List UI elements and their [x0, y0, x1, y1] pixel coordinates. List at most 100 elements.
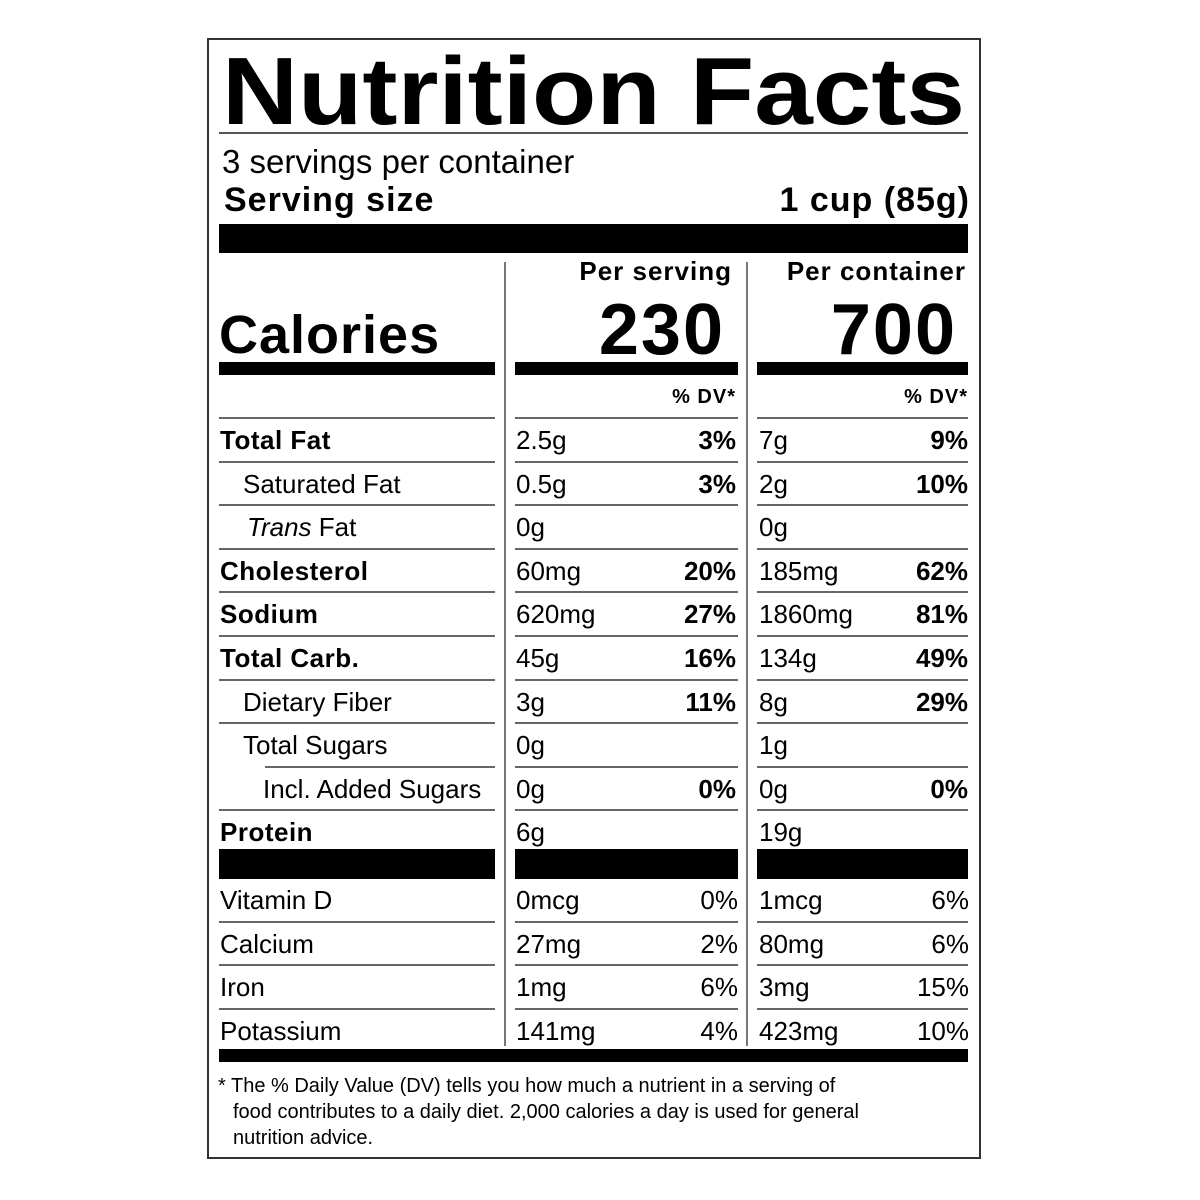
container-dv: 10%: [916, 1015, 969, 1046]
serving-amount: 27mg: [516, 928, 582, 959]
row-divider: [219, 635, 495, 637]
row-divider: [757, 809, 968, 811]
container-amount: 2g: [759, 468, 788, 499]
nutrient-name: Cholesterol: [220, 558, 369, 584]
row-divider: [219, 809, 495, 811]
row-divider: [757, 766, 968, 768]
nutrient-name-text: Cholesterol: [220, 555, 369, 586]
vitamin-name: Iron: [220, 972, 265, 1002]
thick-divider: [757, 849, 968, 879]
container-dv: 49%: [915, 643, 968, 673]
container-amount: 0g: [759, 512, 788, 543]
serving-dv: 3%: [698, 468, 736, 499]
serving-amount: 45g: [516, 643, 560, 673]
nutrient-name-text: Total Sugars: [243, 730, 388, 761]
nutrient-name: Total Carb.: [220, 645, 359, 671]
row-divider: [515, 722, 738, 724]
row-divider: [757, 461, 968, 463]
serving-dv: 16%: [683, 643, 736, 673]
calories-label: Calories: [219, 305, 441, 365]
row-divider: [219, 591, 495, 593]
serving-amount: 1mg: [516, 972, 567, 1002]
row-divider: [515, 964, 738, 966]
row-divider: [219, 722, 495, 724]
serving-amount: 0g: [516, 512, 545, 543]
row-divider: [219, 921, 495, 923]
divider: [219, 132, 968, 134]
nutrient-name: Protein: [220, 819, 313, 845]
thick-divider: [219, 224, 968, 253]
row-divider: [219, 548, 495, 550]
serving-dv: 20%: [683, 555, 736, 586]
nutrient-name-text: Total Fat: [220, 425, 331, 455]
container-amount: 1g: [759, 730, 788, 761]
row-divider: [219, 461, 495, 463]
servings-per-container: 3 servings per container: [222, 143, 575, 180]
row-divider: [219, 964, 495, 966]
vitamin-name: Vitamin D: [220, 885, 333, 915]
calories-per-serving: 230: [598, 290, 725, 370]
serving-amount: 0mcg: [516, 885, 580, 915]
row-divider: [757, 504, 968, 506]
per-serving-header: Per serving: [579, 256, 732, 286]
container-dv: 6%: [931, 885, 969, 915]
dv-header: % DV*: [904, 386, 968, 408]
nutrient-name: Incl. Added Sugars: [263, 776, 481, 802]
nutrient-name-text: Saturated Fat: [243, 468, 401, 499]
footnote-line: nutrition advice.: [233, 1127, 374, 1149]
container-amount: 185mg: [759, 555, 839, 586]
nutrient-name: Saturated Fat: [243, 471, 401, 497]
serving-dv: 0%: [700, 885, 738, 915]
container-dv: 6%: [931, 928, 969, 959]
calories-per-container: 700: [830, 290, 957, 370]
row-divider: [515, 1008, 738, 1010]
dv-header: % DV*: [672, 386, 736, 408]
row-divider: [757, 679, 968, 681]
thick-divider: [219, 1049, 968, 1062]
calories-bar: [515, 362, 738, 375]
serving-amount: 2.5g: [516, 425, 567, 455]
row-divider: [757, 1008, 968, 1010]
vitamin-name: Calcium: [220, 928, 314, 959]
row-divider: [515, 766, 738, 768]
column-divider: [504, 262, 506, 1046]
container-amount: 80mg: [759, 928, 825, 959]
nutrient-name-text: Trans: [247, 512, 312, 543]
serving-dv: 27%: [683, 599, 736, 630]
serving-dv: 2%: [700, 928, 738, 959]
nutrient-name-suffix: Fat: [311, 512, 357, 543]
container-amount: 3mg: [759, 972, 810, 1002]
row-divider: [515, 921, 738, 923]
serving-dv: 3%: [698, 425, 736, 455]
row-divider: [265, 766, 495, 768]
row-divider: [757, 964, 968, 966]
row-divider: [219, 504, 495, 506]
row-divider: [757, 417, 968, 419]
serving-amount: 3g: [516, 686, 545, 717]
thick-divider: [219, 849, 495, 879]
container-dv: 9%: [930, 425, 968, 455]
row-divider: [515, 679, 738, 681]
serving-amount: 6g: [516, 817, 545, 848]
nutrient-name-text: Incl. Added Sugars: [263, 773, 482, 804]
nutrient-name-text: Sodium: [220, 599, 319, 630]
container-amount: 134g: [759, 643, 817, 673]
row-divider: [515, 591, 738, 593]
nutrient-name-text: Total Carb.: [220, 643, 360, 673]
label-title: Nutrition Facts: [222, 52, 965, 130]
nutrient-name: Dietary Fiber: [243, 689, 392, 715]
calories-bar: [219, 362, 495, 375]
row-divider: [757, 591, 968, 593]
row-divider: [515, 809, 738, 811]
footnote-line: food contributes to a daily diet. 2,000 …: [233, 1101, 859, 1123]
container-amount: 0g: [759, 773, 788, 804]
nutrient-name: Trans Fat: [247, 514, 356, 540]
container-dv: 81%: [915, 599, 968, 630]
vitamin-name: Potassium: [220, 1015, 342, 1046]
svg-text:Nutrition Facts: Nutrition Facts: [222, 52, 965, 130]
serving-dv: 4%: [700, 1015, 738, 1046]
serving-amount: 60mg: [516, 555, 582, 586]
container-amount: 19g: [759, 817, 803, 848]
nutrient-name: Sodium: [220, 601, 318, 627]
container-dv: 0%: [930, 773, 968, 804]
